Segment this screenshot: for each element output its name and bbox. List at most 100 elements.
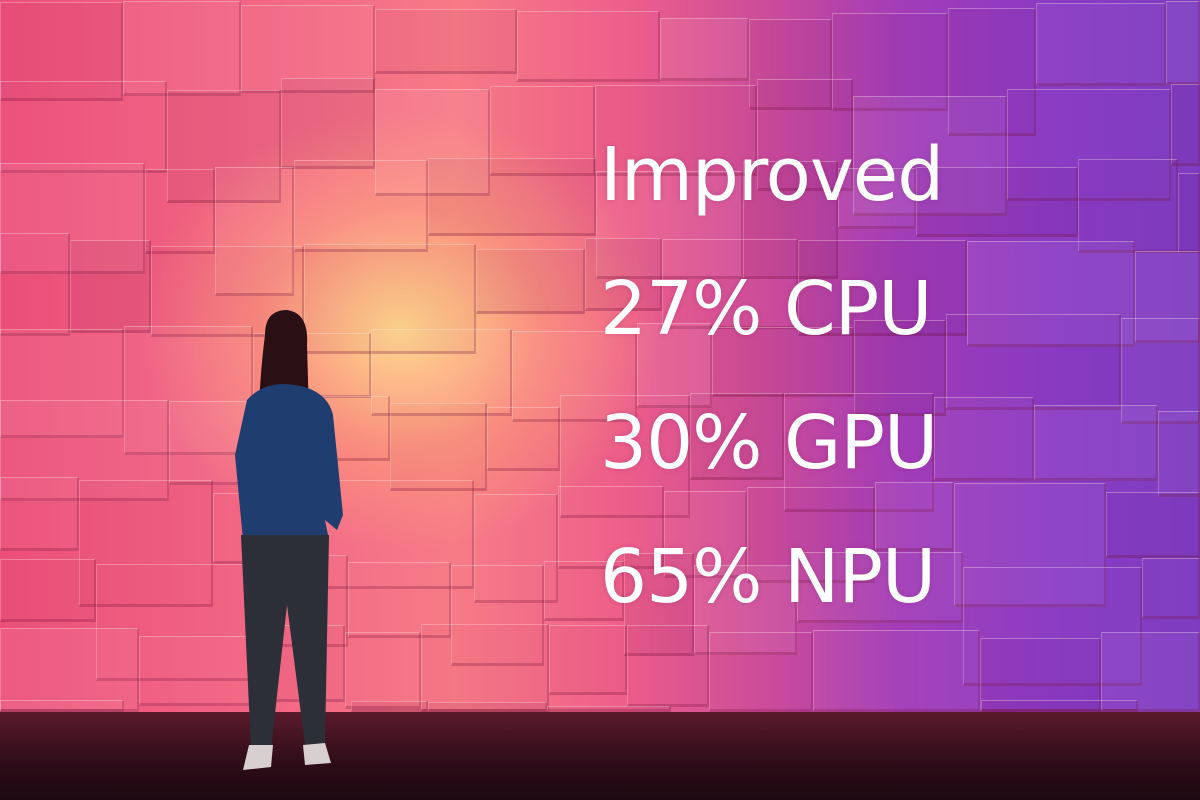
wall-block	[875, 482, 954, 551]
wall-block	[1158, 411, 1200, 497]
wall-block	[512, 331, 637, 422]
wall-block	[585, 238, 662, 311]
wall-block	[0, 628, 139, 712]
wall-block	[1078, 159, 1178, 253]
wall-block	[0, 233, 70, 336]
wall-block	[660, 18, 749, 81]
wall-block	[1166, 1, 1200, 85]
floor	[0, 712, 1200, 800]
wall-block	[167, 90, 281, 203]
wall-block	[428, 702, 547, 712]
wall-block	[664, 491, 747, 578]
wall-block	[123, 1, 241, 96]
wall-block	[70, 240, 151, 333]
wall-block	[813, 630, 980, 712]
wall-block	[294, 160, 428, 252]
wall-block	[474, 494, 558, 603]
wall-block	[281, 78, 375, 169]
stat-cpu: 27% CPU	[600, 266, 932, 352]
wall-block	[948, 8, 1036, 136]
wall-block	[747, 487, 875, 583]
wall-block	[832, 13, 948, 111]
wall-block	[1034, 405, 1158, 481]
wall-block	[757, 79, 853, 191]
wall-block	[981, 700, 1138, 712]
wall-block	[241, 5, 375, 93]
wall-block	[0, 163, 145, 274]
wall-block	[954, 483, 1106, 607]
wall-block	[709, 632, 813, 712]
wall-block	[624, 553, 694, 656]
wall-block	[0, 81, 167, 173]
wall-block	[151, 246, 304, 337]
wall-block	[0, 329, 124, 438]
wall-block	[375, 9, 517, 74]
block-wall	[0, 1, 1200, 712]
wall-block	[145, 169, 215, 254]
wall-block	[1007, 89, 1171, 201]
wall-block	[487, 407, 560, 471]
wall-block	[345, 632, 421, 709]
stat-gpu: 30% GPU	[600, 400, 938, 486]
wall-block	[351, 701, 428, 712]
stat-npu: 65% NPU	[600, 534, 936, 620]
headline-text: Improved 27% CPU 30% GPU 65% NPU	[600, 108, 1020, 644]
wall-block	[1121, 318, 1200, 424]
wall-block	[560, 395, 690, 518]
wall-block	[1101, 632, 1200, 712]
woman-silhouette	[235, 310, 343, 770]
wall-block	[690, 393, 784, 480]
wall-block	[79, 480, 213, 607]
wall-block	[749, 19, 832, 110]
wall-block	[980, 638, 1101, 712]
wall-block	[215, 167, 294, 296]
wall-block	[490, 86, 595, 176]
wall-block	[627, 625, 709, 707]
wall-block	[547, 706, 671, 712]
wall-block	[595, 85, 757, 176]
wall-block	[371, 329, 512, 416]
headline-improved: Improved	[600, 132, 944, 218]
wall-block	[0, 477, 79, 551]
wall-block	[0, 700, 124, 712]
wall-block	[0, 2, 123, 101]
wall-block	[712, 327, 854, 397]
wall-block	[0, 559, 96, 622]
wall-block	[784, 393, 934, 512]
wall-block	[1106, 492, 1200, 558]
wall-block	[916, 167, 1078, 237]
wall-block	[1036, 3, 1166, 86]
wall-block	[428, 158, 596, 236]
wall-block	[451, 565, 544, 666]
wall-block	[934, 397, 1034, 481]
wall-block	[1142, 558, 1200, 619]
wall-block	[544, 561, 624, 621]
wall-block	[304, 244, 476, 354]
wall-block	[797, 552, 963, 623]
wall-block	[967, 241, 1135, 347]
wall-block	[637, 323, 712, 408]
wall-block	[798, 240, 967, 336]
wall-block	[0, 400, 169, 501]
wall-block	[596, 171, 743, 279]
wall-block	[476, 249, 585, 314]
wall-block	[946, 314, 1121, 410]
wall-block	[1171, 84, 1200, 166]
wall-block	[421, 624, 549, 712]
wall-block	[549, 625, 627, 695]
wall-block	[853, 96, 1007, 216]
wall-block	[558, 486, 664, 569]
wall-block	[1178, 173, 1200, 253]
wall-block	[662, 239, 798, 329]
wall-block	[743, 161, 838, 279]
wall-block	[517, 11, 660, 82]
wall-block	[1135, 251, 1200, 343]
wall-block	[694, 565, 797, 655]
wall-block	[854, 320, 946, 416]
wall-block	[963, 567, 1142, 686]
wall-block	[390, 403, 487, 491]
wall-block	[124, 326, 253, 455]
wall-block	[838, 168, 916, 229]
wall-block	[375, 89, 490, 196]
